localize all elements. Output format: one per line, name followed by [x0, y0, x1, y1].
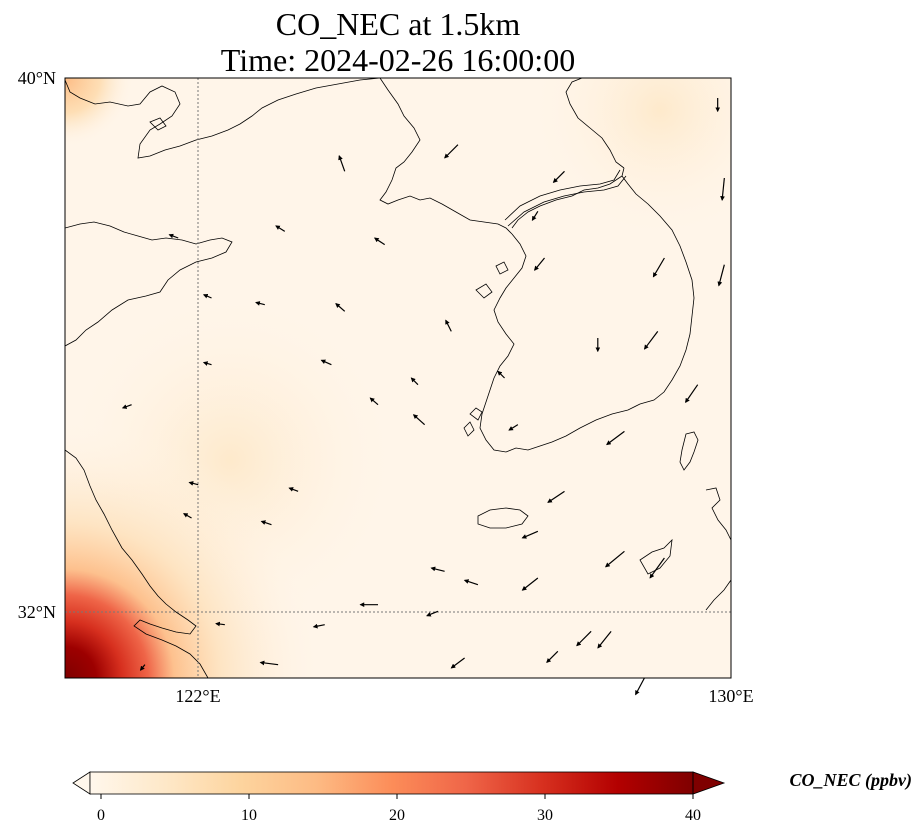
wind-arrow-43 — [597, 630, 612, 649]
wind-arrow-29 — [288, 487, 299, 492]
wind-arrow-44 — [215, 621, 225, 627]
coastlines — [65, 78, 731, 678]
wind-arrow-42 — [576, 630, 592, 647]
wind-arrow-45 — [546, 650, 559, 664]
gridlines — [65, 78, 731, 678]
wind-arrow-18 — [202, 361, 212, 366]
wind-arrow-4 — [531, 211, 539, 221]
wind-arrow-13 — [255, 301, 265, 306]
map-title-line1: CO_NEC at 1.5km — [275, 6, 521, 42]
wind-arrow-27 — [606, 430, 625, 446]
wind-arrow-20 — [410, 377, 419, 386]
lat-label-32n: 32°N — [18, 602, 56, 622]
colorbar-label: CO_NEC (ppbv) — [789, 770, 913, 790]
wind-arrow-24 — [369, 397, 379, 406]
wind-arrow-46 — [450, 657, 465, 669]
wind-arrow-11 — [717, 264, 725, 287]
colorbar-tick-0: 0 — [97, 807, 105, 824]
wind-arrow-33 — [521, 530, 539, 539]
wind-arrow-12 — [202, 294, 212, 299]
wind-arrow-3 — [552, 170, 565, 184]
wind-arrow-36 — [430, 566, 445, 572]
wind-arrow-38 — [521, 577, 539, 591]
colorbar-tick-10: 10 — [241, 807, 257, 824]
wind-arrow-40 — [426, 610, 439, 617]
wind-vectors — [121, 98, 725, 696]
wind-arrow-37 — [463, 579, 479, 586]
wind-arrow-21 — [497, 370, 505, 379]
wind-arrow-10 — [652, 257, 665, 278]
lat-label-40n: 40°N — [18, 68, 56, 88]
wind-arrow-49 — [139, 664, 146, 671]
lon-label-130e: 130°E — [708, 686, 753, 706]
wind-arrow-15 — [445, 319, 452, 332]
colorbar-min-extend — [72, 771, 91, 795]
wind-arrow-34 — [604, 550, 625, 568]
colorbar-tick-40: 40 — [685, 807, 701, 824]
wind-arrow-22 — [685, 384, 699, 404]
wind-arrow-28 — [188, 481, 199, 486]
wind-arrow-19 — [320, 359, 332, 366]
co-concentration-field — [65, 78, 731, 678]
wind-arrow-5 — [720, 177, 725, 201]
wind-arrow-14 — [335, 303, 346, 312]
colorbar-tick-30: 30 — [537, 807, 553, 824]
wind-arrow-35 — [649, 557, 665, 579]
wind-arrow-1 — [444, 144, 459, 159]
wind-arrow-41 — [312, 623, 325, 629]
wind-arrow-17 — [643, 330, 659, 350]
wind-arrow-47 — [259, 660, 279, 666]
wind-arrow-26 — [508, 424, 519, 431]
wind-arrow-9 — [534, 257, 545, 271]
map-title-line2: Time: 2024-02-26 16:00:00 — [220, 42, 576, 78]
wind-arrow-6 — [275, 225, 286, 232]
wind-arrow-31 — [183, 513, 192, 519]
wind-arrow-2 — [338, 155, 346, 172]
wind-arrow-7 — [168, 233, 179, 239]
lon-label-122e: 122°E — [175, 686, 220, 706]
colorbar-gradient — [90, 772, 693, 794]
wind-arrow-8 — [373, 237, 386, 246]
colorbar-tick-20: 20 — [389, 807, 405, 824]
map-frame — [64, 77, 732, 679]
colorbar: 0 10 20 30 40 — [72, 771, 726, 824]
wind-arrow-48 — [635, 677, 645, 696]
wind-arrow-25 — [412, 414, 426, 426]
wind-arrow-32 — [260, 520, 272, 526]
wind-arrow-23 — [121, 404, 132, 409]
wind-arrow-30 — [547, 490, 565, 503]
